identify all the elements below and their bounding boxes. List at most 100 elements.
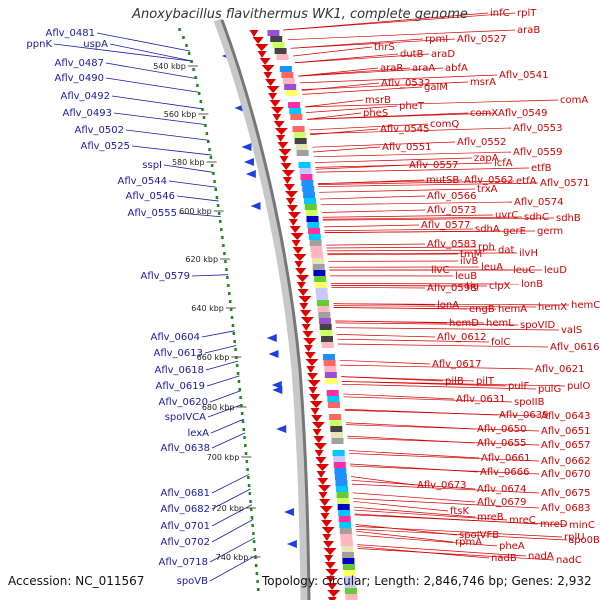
- cog-box: [284, 84, 297, 90]
- cog-box: [323, 360, 336, 366]
- right-gene-label: sdhA: [475, 224, 500, 235]
- right-gene-label: Aflv_0666: [480, 467, 530, 478]
- cog-box: [274, 48, 287, 54]
- tick-dot: [196, 84, 199, 87]
- right-gene-label: Aflv_0639: [499, 410, 549, 421]
- cog-box: [298, 162, 311, 168]
- cds-arrow: [322, 534, 332, 541]
- right-label-connectors: [283, 12, 570, 561]
- cog-box: [322, 354, 335, 360]
- cog-box: [343, 570, 356, 576]
- cds-arrow: [296, 275, 310, 282]
- cog-box: [336, 486, 349, 492]
- cds-arrow: [303, 345, 313, 352]
- cds-arrow: [327, 590, 341, 597]
- right-gene-label: pheA: [499, 541, 525, 552]
- cog-box: [335, 480, 348, 486]
- tick-dot: [247, 476, 250, 479]
- cog-box: [333, 456, 346, 462]
- left-connector: [96, 32, 191, 52]
- tick-dot: [185, 44, 188, 47]
- cds-arrow: [317, 478, 329, 485]
- left-connector: [204, 345, 237, 354]
- cds-arrow: [276, 135, 286, 142]
- cog-box: [328, 408, 341, 414]
- right-gene-label: Aflv_0670: [541, 469, 591, 480]
- cds-arrow: [319, 506, 333, 513]
- right-connector: [353, 501, 449, 512]
- cog-box: [315, 288, 328, 294]
- cds-arrow: [320, 513, 330, 520]
- cog-box: [295, 144, 308, 150]
- right-gene-label: hemL: [486, 318, 514, 329]
- right-gene-label: Aflv_0651: [541, 426, 591, 437]
- tick-dot: [231, 324, 235, 327]
- right-gene-label: rplT: [517, 8, 537, 19]
- left-connector: [209, 554, 257, 582]
- cog-box: [342, 558, 355, 564]
- tick-dot: [220, 228, 223, 231]
- cds-arrow: [261, 65, 275, 72]
- tick-dot: [226, 276, 229, 279]
- cog-box: [313, 270, 326, 276]
- right-gene-label: Aflv_0655: [477, 438, 527, 449]
- cog-box: [276, 54, 289, 60]
- cog-box: [314, 276, 327, 282]
- cog-box: [316, 300, 329, 306]
- tick-dot: [212, 172, 215, 175]
- right-gene-label: trxA: [477, 184, 498, 195]
- right-gene-label: Aflv_0612: [437, 332, 487, 343]
- cog-box: [344, 588, 357, 594]
- right-gene-label: msrA: [470, 77, 496, 88]
- right-gene-label: etfB: [531, 163, 552, 174]
- cog-box: [337, 498, 350, 504]
- left-gene-label: Aflv_0546: [125, 191, 175, 202]
- right-gene-label: Aflv_0557: [409, 160, 459, 171]
- tick-dot: [223, 252, 226, 255]
- right-gene-label: nadC: [556, 555, 582, 566]
- right-gene-label: pheS: [363, 108, 388, 119]
- cds-arrow: [269, 100, 281, 107]
- cds-arrow: [281, 170, 295, 177]
- right-connector: [333, 307, 497, 310]
- right-gene-label: uvrC: [495, 210, 518, 221]
- right-connector: [299, 74, 498, 84]
- tick-label: 560 kbp: [164, 110, 197, 119]
- right-gene-label: minC: [569, 520, 595, 531]
- right-gene-label: tig: [466, 281, 479, 292]
- cds-arrow: [263, 72, 273, 79]
- left-connector: [111, 95, 204, 110]
- right-gene-label: Aflv_0551: [382, 142, 432, 153]
- right-connector: [307, 112, 497, 120]
- cog-box: [326, 390, 339, 396]
- cog-box: [332, 444, 345, 450]
- left-connector: [178, 212, 221, 218]
- tick-label: 620 kbp: [185, 255, 218, 264]
- right-connector: [356, 534, 498, 547]
- left-gene-label: Aflv_0555: [127, 208, 177, 219]
- cds-arrow: [286, 205, 298, 212]
- cds-arrow: [279, 156, 289, 163]
- cds-arrow: [318, 492, 328, 499]
- reverse-gene: [276, 425, 287, 433]
- cds-arrow: [285, 198, 295, 205]
- tick-dot: [197, 92, 201, 95]
- right-connector: [302, 86, 423, 95]
- left-gene-label: Aflv_0487: [54, 58, 104, 69]
- cog-box: [327, 396, 340, 402]
- cog-box: [289, 108, 302, 114]
- cog-box: [304, 204, 317, 210]
- right-gene-label: hemC: [571, 300, 600, 311]
- right-connector: [298, 67, 444, 77]
- left-connector: [211, 504, 253, 527]
- left-gene-label: Aflv_0718: [158, 557, 208, 568]
- cog-box: [338, 510, 351, 516]
- right-gene-label: spoIIB: [514, 397, 545, 408]
- left-gene-label: Aflv_0620: [158, 397, 208, 408]
- right-gene-label: rph: [478, 242, 495, 253]
- right-gene-label: gerE: [503, 226, 526, 237]
- cog-box: [312, 264, 325, 270]
- cog-box: [340, 534, 353, 540]
- cds-arrow: [325, 576, 335, 583]
- right-gene-label: leuB: [455, 271, 477, 282]
